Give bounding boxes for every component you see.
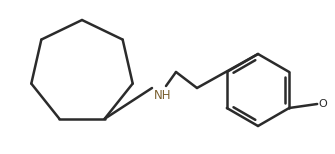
Text: NH: NH [154, 89, 172, 102]
Text: O: O [318, 99, 327, 109]
